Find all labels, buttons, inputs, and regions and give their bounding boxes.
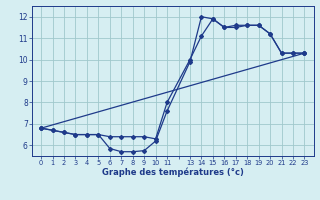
X-axis label: Graphe des températures (°c): Graphe des températures (°c): [102, 168, 244, 177]
